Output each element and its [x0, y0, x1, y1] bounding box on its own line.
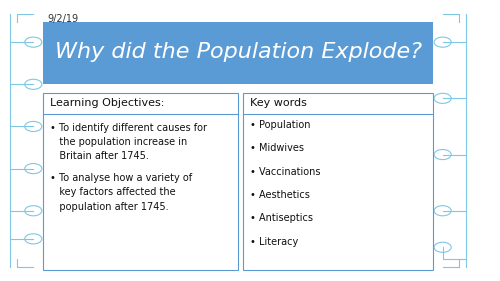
Text: the population increase in: the population increase in	[50, 137, 187, 147]
FancyBboxPatch shape	[242, 93, 433, 270]
Text: • To identify different causes for: • To identify different causes for	[50, 123, 207, 133]
Text: key factors affected the: key factors affected the	[50, 187, 176, 198]
FancyBboxPatch shape	[43, 22, 433, 84]
Text: 9/2/19: 9/2/19	[48, 14, 78, 24]
Text: • To analyse how a variety of: • To analyse how a variety of	[50, 173, 192, 183]
Text: • Aesthetics: • Aesthetics	[250, 190, 310, 200]
Text: • Population: • Population	[250, 120, 310, 130]
FancyBboxPatch shape	[43, 93, 238, 270]
Text: • Midwives: • Midwives	[250, 143, 304, 153]
Text: Why did the Population Explode?: Why did the Population Explode?	[54, 42, 422, 62]
Text: • Vaccinations: • Vaccinations	[250, 167, 320, 177]
Text: Britain after 1745.: Britain after 1745.	[50, 151, 149, 161]
Text: Learning Objectives:: Learning Objectives:	[50, 98, 164, 108]
Text: population after 1745.: population after 1745.	[50, 201, 168, 212]
Text: Key words: Key words	[250, 98, 306, 108]
Text: • Antiseptics: • Antiseptics	[250, 213, 313, 223]
Text: • Literacy: • Literacy	[250, 237, 298, 247]
